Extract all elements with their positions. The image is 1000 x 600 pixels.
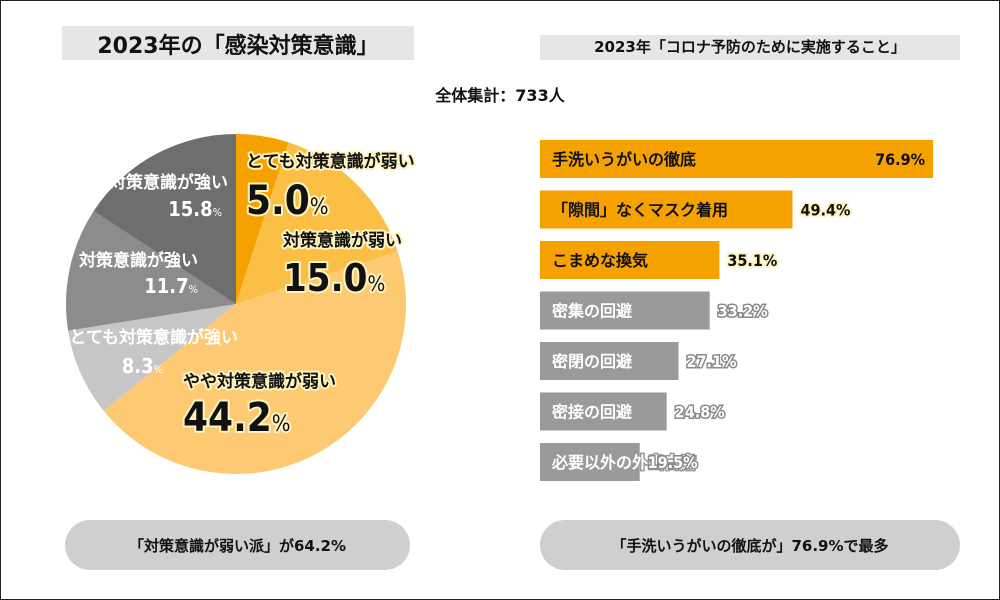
bar xyxy=(540,443,640,481)
right-summary-pill: 「手洗いうがいの徹底が」76.9%で最多 xyxy=(540,520,960,570)
pie-slice-label: 対策意識が弱い xyxy=(282,230,402,251)
bar-category-label: 密集の回避 xyxy=(551,302,632,321)
pie-slice-label: とても対策意識が弱い xyxy=(246,151,415,172)
pie-slice-label: やや対策意識が強い xyxy=(75,172,228,193)
bar-value-label: 24.8% xyxy=(675,403,725,422)
bar-category-label: 密接の回避 xyxy=(551,403,632,422)
pie-slice-value: 5.0% xyxy=(246,178,329,224)
pie-slice-value: 8.3% xyxy=(122,354,163,378)
pie-slice-value: 44.2% xyxy=(183,395,291,441)
pie-slice xyxy=(93,134,237,304)
bar xyxy=(540,291,710,330)
bar xyxy=(540,140,933,178)
left-summary-pill: 「対策意識が弱い派」が64.2% xyxy=(65,520,410,570)
left-title-background xyxy=(62,26,414,60)
bar-value-label: 76.9% xyxy=(875,150,925,169)
pie-slice xyxy=(65,211,237,331)
bar xyxy=(540,342,679,380)
pie-slices xyxy=(65,134,407,475)
bar-category-label: 手洗いうがいの徹底 xyxy=(552,150,696,169)
bar-value-label: 49.4% xyxy=(800,201,850,220)
bar xyxy=(540,190,793,229)
pie-slice-label: 対策意識が強い xyxy=(78,250,198,271)
pie-slice-value: 15.8% xyxy=(168,197,222,221)
pie-slice xyxy=(103,251,407,475)
right-title-background xyxy=(540,35,960,60)
bar-category-label: 密閉の回避 xyxy=(551,352,632,371)
pie-slice xyxy=(236,142,398,304)
bar-category-label: こまめな換気 xyxy=(552,251,648,270)
bar-category-label: 「隙間」なくマスク着用 xyxy=(552,201,728,220)
bar-value-label: 35.1% xyxy=(727,251,777,270)
left-title: 2023年の「感染対策意識」 xyxy=(97,34,379,59)
total-respondents: 全体集計：733人 xyxy=(435,86,565,105)
pie-labels: とても対策意識が弱い 5.0% 対策意識が弱い 15.0% やや対策意識が弱い 44.2%… xyxy=(69,149,416,443)
pie-slice-value: 15.0% xyxy=(283,256,385,300)
bar-value-label: 33.2% xyxy=(718,302,768,321)
pie-slice-label: やや対策意識が弱い xyxy=(183,371,336,392)
pie-slice xyxy=(68,304,236,411)
pie-slice xyxy=(236,134,289,304)
bar xyxy=(540,392,667,431)
pie-slice-value: 11.7% xyxy=(144,274,198,298)
bar-value-label: 27.1% xyxy=(686,352,736,371)
bar-category-label: 必要以外の外出自粛 xyxy=(551,453,696,472)
bar-series: 手洗いうがいの徹底 76.9% 「隙間」なくマスク着用 49.4% こまめな換気 35.1… xyxy=(540,140,933,481)
bar-value-label: 19.5% xyxy=(648,453,698,472)
pie-slice-label: とても対策意識が強い xyxy=(69,327,238,348)
bar xyxy=(540,241,720,279)
right-title: 2023年「コロナ予防のために実施すること」 xyxy=(594,38,906,56)
